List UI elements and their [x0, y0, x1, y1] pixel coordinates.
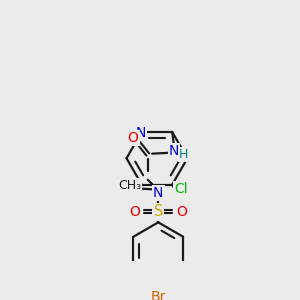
Text: CH₃: CH₃ [118, 179, 141, 192]
Text: S: S [154, 204, 163, 219]
Text: N: N [169, 144, 179, 158]
Text: Br: Br [151, 290, 166, 300]
Text: O: O [129, 205, 140, 219]
Text: O: O [176, 205, 187, 219]
Text: N: N [153, 186, 164, 200]
Text: H: H [179, 148, 188, 161]
Text: N: N [136, 126, 146, 140]
Text: Cl: Cl [175, 182, 188, 197]
Text: O: O [128, 131, 139, 145]
